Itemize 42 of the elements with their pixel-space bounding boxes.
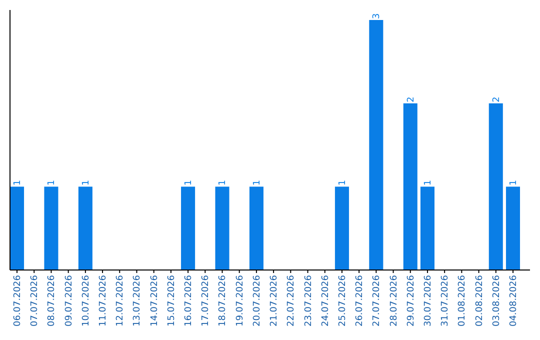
x-tick-label: 09.07.2026 xyxy=(64,274,74,327)
x-tick-label: 23.07.2026 xyxy=(304,274,314,327)
data-label: 1 xyxy=(81,180,92,186)
x-tick-label: 27.07.2026 xyxy=(372,274,382,327)
data-label: 1 xyxy=(184,180,194,186)
x-tick-label: 04.08.2026 xyxy=(508,274,519,327)
x-tick-label: 11.07.2026 xyxy=(98,274,109,327)
x-tick-label: 31.07.2026 xyxy=(440,274,451,327)
x-tick-label: 13.07.2026 xyxy=(132,274,143,327)
x-tick-label: 24.07.2026 xyxy=(320,274,331,327)
data-label: 2 xyxy=(406,96,416,102)
x-tick-label: 06.07.2026 xyxy=(13,274,24,327)
x-tick-label: 08.07.2026 xyxy=(47,274,58,327)
x-tick-label: 21.07.2026 xyxy=(270,274,280,327)
x-tick-label: 01.08.2026 xyxy=(458,274,468,327)
data-label: 1 xyxy=(252,180,262,186)
x-tick-label: 28.07.2026 xyxy=(389,274,400,327)
x-tick-label: 16.07.2026 xyxy=(184,274,194,327)
data-label: 1 xyxy=(338,180,348,186)
data-label: 1 xyxy=(47,180,58,186)
x-tick-label: 10.07.2026 xyxy=(81,274,92,327)
x-tick-label: 07.07.2026 xyxy=(30,274,40,327)
x-tick-label: 30.07.2026 xyxy=(423,274,434,327)
x-tick-label: 12.07.2026 xyxy=(116,274,126,327)
data-label: 1 xyxy=(508,180,519,186)
x-tick-label: 29.07.2026 xyxy=(406,274,416,327)
x-tick-label: 20.07.2026 xyxy=(252,274,262,327)
x-tick-label: 02.08.2026 xyxy=(474,274,485,327)
x-tick-label: 17.07.2026 xyxy=(201,274,212,327)
data-label: 3 xyxy=(372,13,382,19)
data-label: 2 xyxy=(492,96,502,102)
x-tick-label: 15.07.2026 xyxy=(166,274,177,327)
x-tick-label: 14.07.2026 xyxy=(150,274,160,327)
x-tick-label: 25.07.2026 xyxy=(338,274,348,327)
data-label: 1 xyxy=(218,180,228,186)
x-tick-label: 26.07.2026 xyxy=(355,274,366,327)
x-tick-label: 18.07.2026 xyxy=(218,274,228,327)
data-label: 1 xyxy=(13,180,24,186)
x-tick-label: 03.08.2026 xyxy=(492,274,502,327)
x-tick-label: 19.07.2026 xyxy=(235,274,246,327)
x-tick-label: 22.07.2026 xyxy=(286,274,297,327)
data-label: 1 xyxy=(423,180,434,186)
